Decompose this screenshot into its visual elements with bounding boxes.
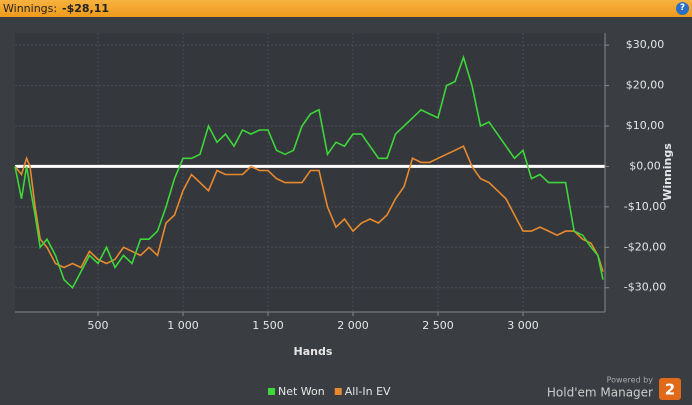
y-tick-label: $20,00 [626, 79, 665, 92]
product-name: Hold'em Manager [547, 386, 653, 400]
x-axis-title: Hands [294, 345, 333, 358]
legend-swatch [334, 388, 342, 395]
y-tick-label: -$10,00 [624, 200, 666, 213]
header-bar: Winnings: -$28,11 ? [0, 0, 692, 17]
x-tick-label: 3 000 [507, 319, 539, 332]
logo-number: 2 [665, 381, 675, 399]
y-tick-label: $10,00 [626, 119, 665, 132]
legend-label: Net Won [278, 385, 325, 398]
series-line [14, 54, 604, 290]
x-tick-label: 1 000 [167, 319, 199, 332]
y-tick-label: $30,00 [626, 38, 665, 51]
legend-swatch [268, 388, 275, 395]
header-label: Winnings: [3, 2, 58, 15]
header-value: -$28,11 [62, 2, 110, 15]
x-tick-label: 2 000 [337, 319, 369, 332]
x-tick-label: 2 500 [422, 319, 454, 332]
y-tick-label: -$30,00 [624, 281, 666, 294]
x-tick-label: 1 500 [252, 319, 284, 332]
y-tick-label: -$20,00 [624, 240, 666, 253]
powered-by: Powered by [607, 376, 654, 385]
help-button[interactable]: ? [676, 2, 689, 15]
x-tick-label: 500 [87, 319, 108, 332]
y-tick-label: $0,00 [629, 159, 661, 172]
logo-badge [659, 378, 681, 400]
series-line [14, 145, 604, 272]
legend-label: All-In EV [345, 385, 391, 398]
y-axis-title: Winnings [661, 143, 674, 201]
